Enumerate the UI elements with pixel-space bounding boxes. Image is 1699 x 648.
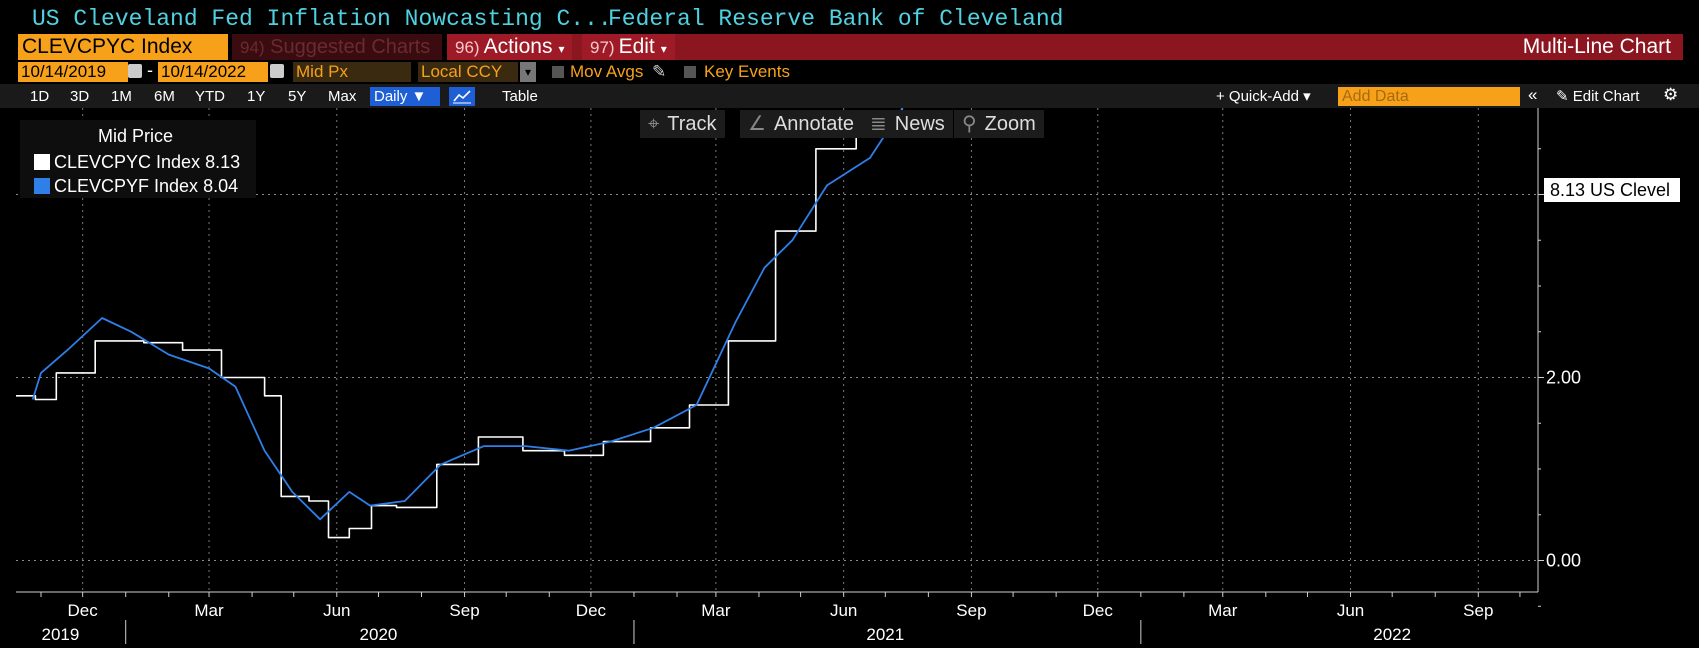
mov-avgs-checkbox[interactable]: [552, 66, 564, 78]
date-range-dash: -: [147, 60, 153, 80]
edit-chart-button[interactable]: ✎ Edit Chart: [1552, 87, 1643, 106]
range-1m-button[interactable]: 1M: [111, 88, 132, 105]
edit-menu-button[interactable]: 97) Edit ▾: [582, 34, 675, 60]
suggested-charts-label: Suggested Charts: [270, 36, 431, 58]
x-year-label: 2020: [360, 625, 398, 644]
last-value-label: 8.13 US Clevel: [1544, 178, 1680, 202]
x-tick-label: Dec: [1083, 601, 1114, 620]
zoom-label: Zoom: [984, 113, 1036, 135]
currency-select[interactable]: Local CCY: [418, 62, 518, 82]
actions-number: 96): [455, 38, 480, 57]
calendar-icon[interactable]: [128, 64, 142, 78]
x-tick-label: Sep: [956, 601, 986, 620]
frequency-select[interactable]: Daily ▼: [370, 87, 440, 106]
suggested-charts-number: 94): [240, 38, 265, 57]
series-line-clevcpyc: [16, 108, 903, 539]
command-bar: CLEVCPYC Index 94) Suggested Charts 96) A…: [0, 34, 1699, 60]
legend-label: CLEVCPYF Index 8.04: [54, 176, 239, 196]
x-tick-label: Sep: [1463, 601, 1493, 620]
table-button[interactable]: Table: [502, 88, 538, 105]
y-tick-label: 2.00: [1546, 368, 1581, 388]
edit-label: Edit: [618, 35, 655, 58]
add-data-input[interactable]: Add Data: [1338, 87, 1520, 106]
x-year-label: 2021: [866, 625, 904, 644]
range-1d-button[interactable]: 1D: [30, 88, 50, 105]
chevron-down-icon: ▾: [558, 42, 565, 56]
chevron-down-icon: ▾: [660, 42, 667, 56]
range-max-button[interactable]: Max: [328, 88, 357, 105]
gear-icon[interactable]: ⚙: [1663, 85, 1679, 104]
ticker-input[interactable]: CLEVCPYC Index: [18, 34, 228, 60]
x-tick-label: Mar: [194, 601, 224, 620]
range-5y-button[interactable]: 5Y: [288, 88, 307, 105]
y-tick-label: 0.00: [1546, 551, 1581, 571]
crosshair-icon: ⌖: [648, 113, 660, 135]
search-icon: ⚲: [962, 113, 977, 135]
collapse-icon[interactable]: «: [1528, 85, 1538, 104]
x-tick-label: Dec: [576, 601, 607, 620]
zoom-button[interactable]: ⚲ Zoom: [954, 110, 1044, 138]
chart-type-label: Multi-Line Chart: [1522, 35, 1671, 58]
x-tick-label: Dec: [68, 601, 99, 620]
calendar-icon[interactable]: [270, 64, 284, 78]
settings-bar: 10/14/2019 - 10/14/2022 Mid Px Local CCY…: [0, 60, 1699, 84]
end-date-field[interactable]: 10/14/2022: [158, 62, 268, 82]
range-bar: 1D 3D 1M 6M YTD 1Y 5Y Max Daily ▼ Table …: [0, 84, 1699, 108]
x-tick-label: Jun: [830, 601, 857, 620]
legend-title: Mid Price: [98, 126, 174, 146]
pencil-icon[interactable]: ✎: [652, 62, 667, 81]
news-icon: ≣: [870, 113, 887, 135]
legend-swatch: [34, 178, 50, 194]
quick-add-button[interactable]: + Quick-Add ▾: [1216, 88, 1311, 105]
x-tick-label: Jun: [323, 601, 350, 620]
x-tick-label: Sep: [449, 601, 479, 620]
source-name: Federal Reserve Bank of Cleveland: [608, 6, 1064, 32]
legend-swatch: [34, 154, 50, 170]
x-tick-label: Mar: [1208, 601, 1238, 620]
security-title: US Cleveland Fed Inflation Nowcasting C.…: [32, 6, 612, 32]
x-tick-label: Jun: [1337, 601, 1364, 620]
legend-item[interactable]: CLEVCPYF Index 8.04: [34, 176, 238, 197]
line-chart-icon[interactable]: [449, 87, 475, 106]
mov-avgs-label: Mov Avgs: [570, 62, 644, 81]
news-label: News: [894, 113, 945, 135]
start-date-field[interactable]: 10/14/2019: [18, 62, 128, 82]
x-tick-label: Mar: [701, 601, 731, 620]
news-button[interactable]: ≣ News: [862, 110, 953, 138]
track-label: Track: [667, 113, 717, 135]
legend-item[interactable]: CLEVCPYC Index 8.13: [34, 152, 240, 173]
chevron-down-icon[interactable]: ▾: [520, 62, 536, 82]
key-events-label: Key Events: [704, 62, 790, 81]
series-line-clevcpyf: [31, 108, 904, 521]
annotate-button[interactable]: ∠ Annotate: [740, 110, 863, 138]
actions-menu-button[interactable]: 96) Actions ▾: [447, 34, 573, 60]
track-button[interactable]: ⌖ Track: [640, 110, 725, 138]
annotate-icon: ∠: [748, 113, 766, 135]
chart-legend: Mid Price CLEVCPYC Index 8.13 CLEVCPYF I…: [20, 120, 256, 198]
range-3d-button[interactable]: 3D: [70, 88, 90, 105]
range-ytd-button[interactable]: YTD: [195, 88, 225, 105]
x-year-label: 2022: [1373, 625, 1411, 644]
pencil-icon: ✎: [1556, 88, 1573, 105]
range-6m-button[interactable]: 6M: [154, 88, 175, 105]
key-events-checkbox[interactable]: [684, 66, 696, 78]
x-year-label: 2019: [42, 625, 80, 644]
edit-chart-label: Edit Chart: [1572, 88, 1640, 105]
edit-number: 97): [590, 38, 615, 57]
legend-label: CLEVCPYC Index 8.13: [54, 152, 241, 172]
range-1y-button[interactable]: 1Y: [247, 88, 266, 105]
line-chart[interactable]: 0.002.004.006.00DecMarJunSepDecMarJunSep…: [0, 108, 1699, 648]
actions-label: Actions: [483, 35, 553, 58]
annotate-label: Annotate: [773, 113, 855, 135]
title-bar: US Cleveland Fed Inflation Nowcasting C.…: [0, 0, 1699, 34]
suggested-charts-button[interactable]: 94) Suggested Charts: [232, 34, 442, 60]
price-field-select[interactable]: Mid Px: [293, 62, 411, 82]
